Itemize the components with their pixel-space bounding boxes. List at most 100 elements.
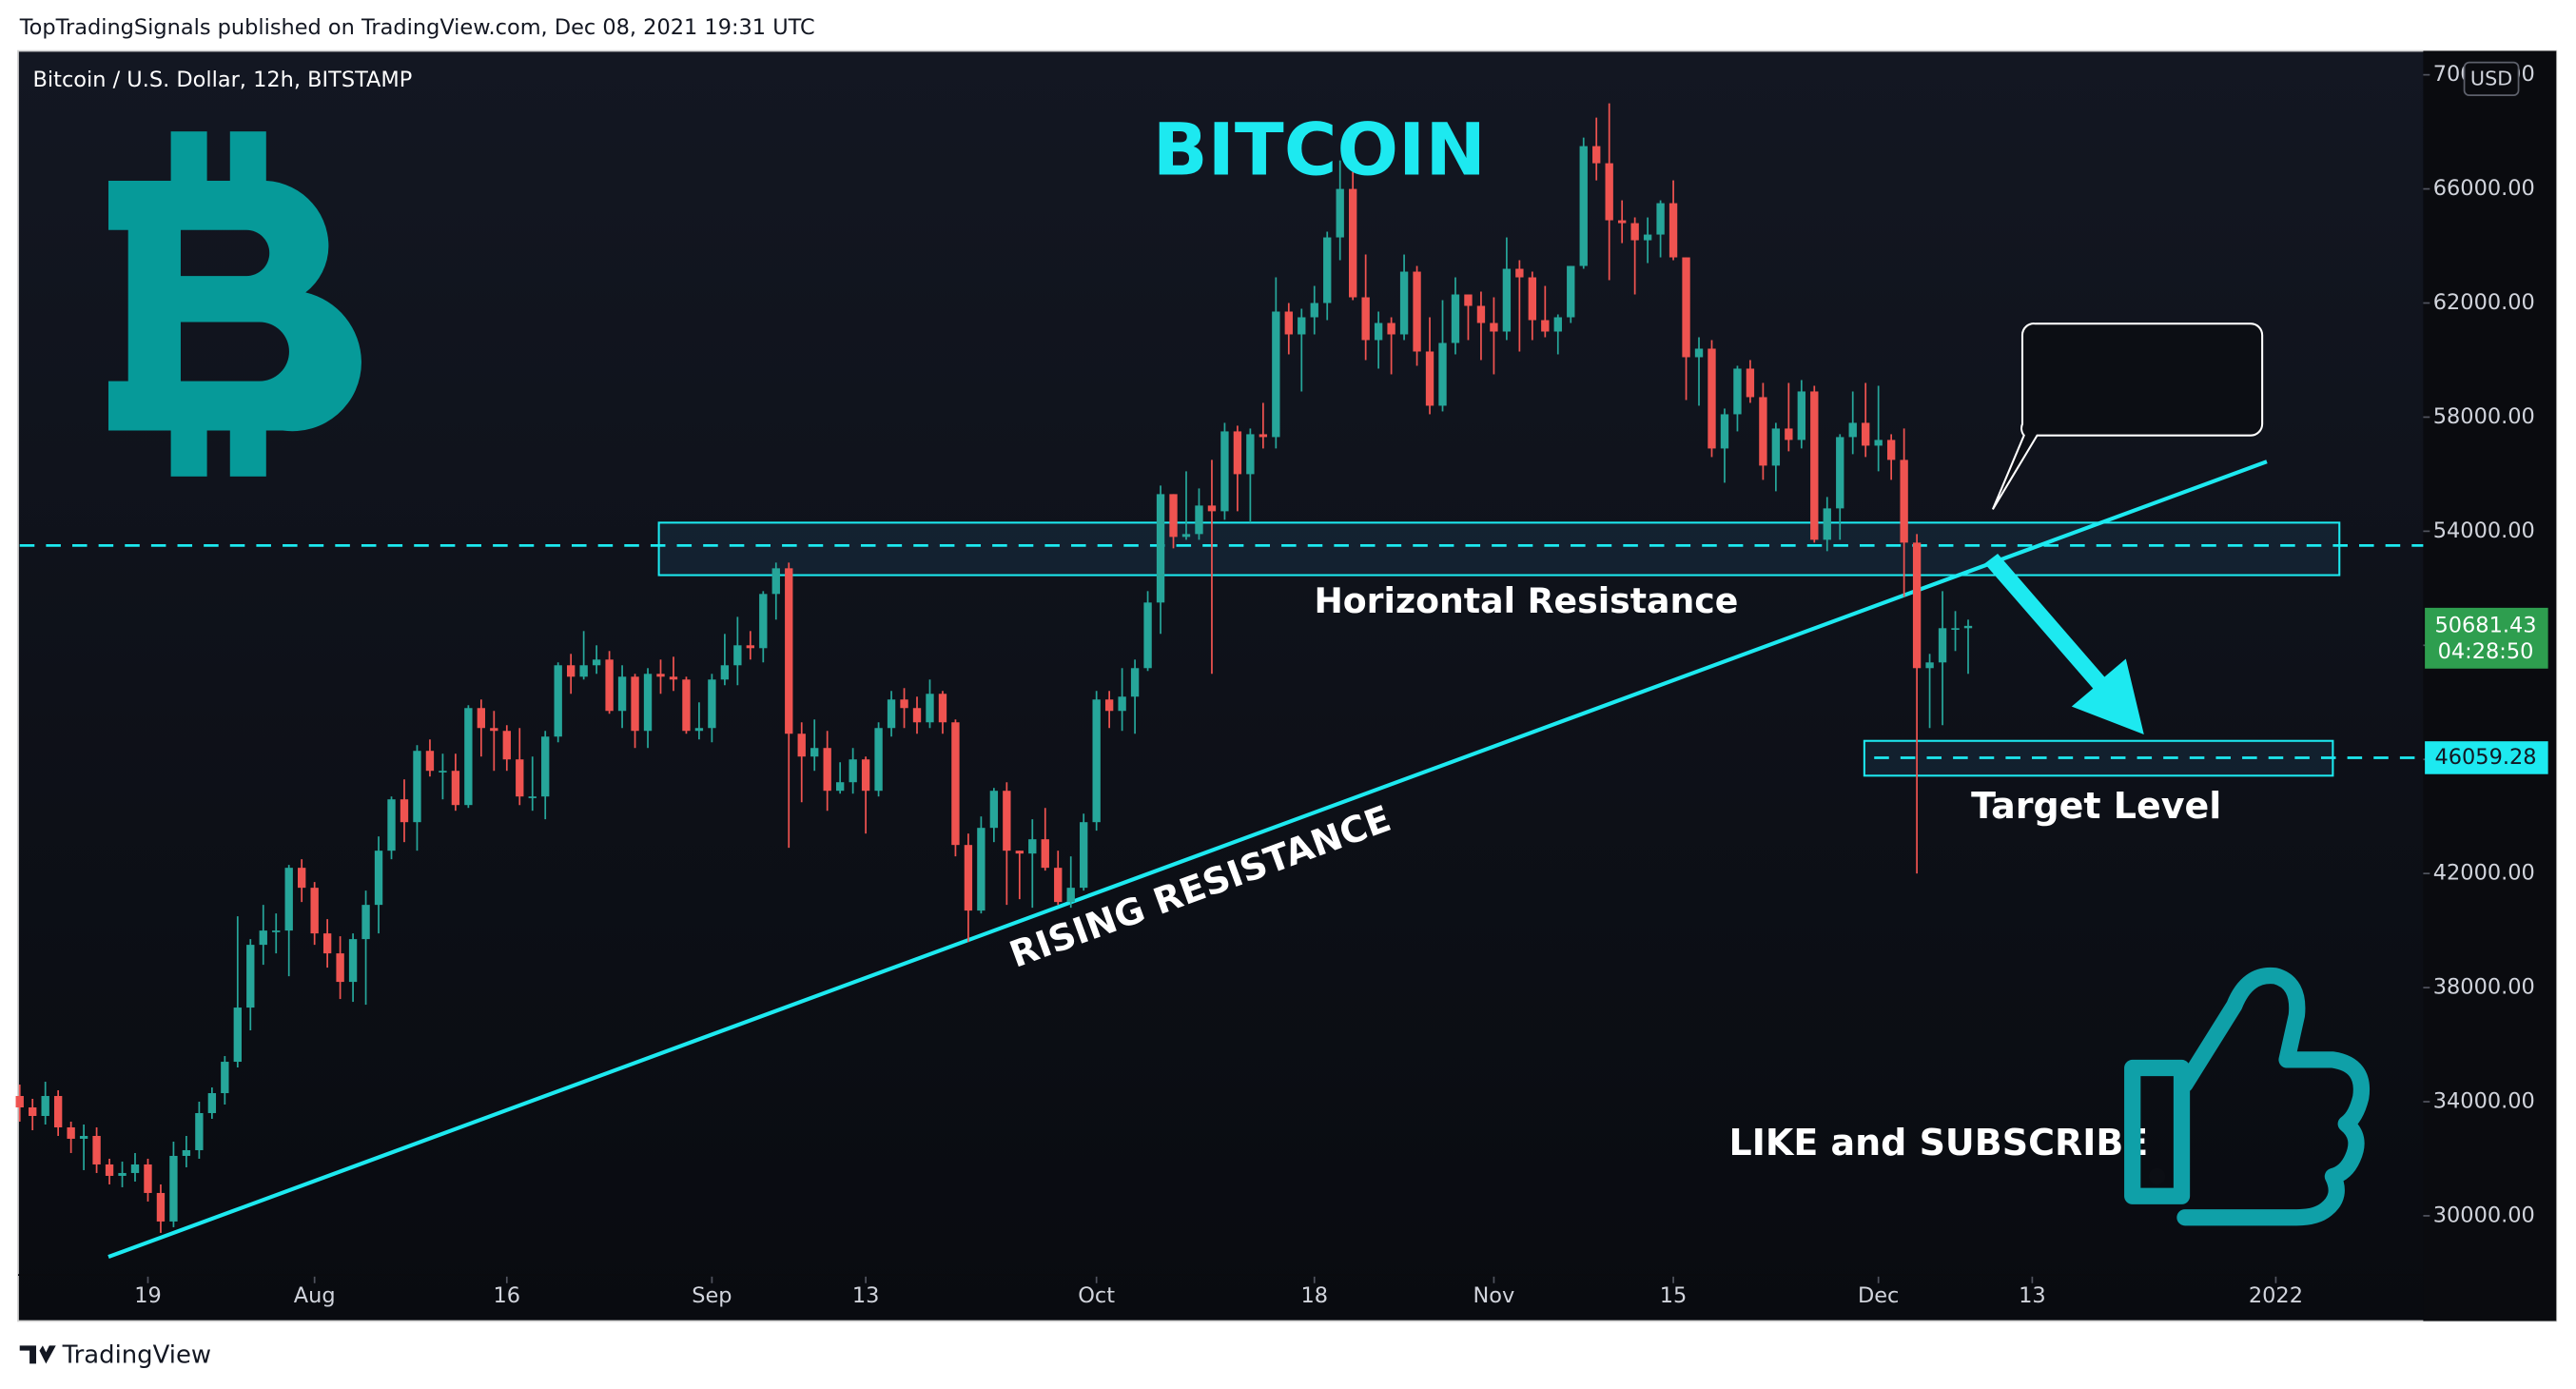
thumbs-dot: [2148, 1167, 2166, 1185]
candle-body: [900, 699, 908, 709]
candle-body: [528, 796, 537, 798]
candle-body: [951, 722, 960, 846]
candle-body: [1080, 822, 1088, 889]
candle-body: [1220, 431, 1229, 512]
candle-body: [195, 1113, 204, 1150]
candle-body: [1567, 265, 1575, 318]
candle-body: [1130, 668, 1140, 697]
x-tick-label: 19: [134, 1283, 162, 1308]
candle-body: [823, 748, 831, 792]
candle-body: [1810, 391, 1819, 540]
candle-body: [1015, 851, 1024, 854]
candle-body: [477, 708, 486, 729]
candle-body: [221, 1062, 229, 1094]
candle-body: [1759, 397, 1767, 466]
candle-body: [617, 676, 627, 712]
candle-body: [348, 939, 358, 983]
candle-body: [1464, 294, 1473, 306]
candle-body: [720, 665, 730, 680]
candle-body: [1528, 277, 1537, 321]
arrow: [1984, 553, 2144, 734]
candle-body: [1874, 440, 1883, 446]
headline: BITCOIN: [1153, 107, 1486, 191]
candle-body: [1862, 422, 1870, 446]
candle-body: [1785, 428, 1793, 440]
candle-body: [1553, 317, 1562, 332]
candle-body: [1104, 699, 1114, 712]
candle-body: [1900, 460, 1908, 543]
candle-body: [1630, 223, 1639, 241]
candle-body: [1797, 391, 1805, 440]
candle-body: [374, 851, 383, 906]
candle-body: [926, 694, 934, 723]
candle-body: [669, 676, 678, 680]
x-tick-label: 16: [494, 1283, 521, 1308]
callout-box: [1991, 323, 2264, 510]
candle-body: [259, 930, 267, 946]
candle-body: [861, 759, 870, 792]
candle-body: [105, 1164, 114, 1176]
candle-body: [130, 1164, 140, 1173]
candle-body: [566, 665, 576, 677]
candle-body: [144, 1164, 152, 1193]
candle-body: [464, 708, 473, 806]
y-tick-label: 42000.00: [2433, 861, 2535, 886]
candle-body: [1925, 662, 1934, 669]
tv-logo: [19, 1345, 56, 1364]
candle-body: [810, 748, 819, 757]
candle-body: [490, 728, 498, 732]
candle-body: [182, 1149, 191, 1156]
candle-body: [1181, 534, 1191, 538]
candle-body: [1438, 342, 1447, 406]
candle-body: [1092, 699, 1101, 823]
candle-body: [1323, 237, 1332, 303]
candle-body: [1746, 368, 1755, 398]
candle-body: [53, 1096, 63, 1127]
candle-body: [29, 1107, 37, 1117]
candle-body: [1617, 220, 1627, 224]
candle-body: [1912, 542, 1922, 669]
x-tick-label: 2022: [2249, 1283, 2303, 1308]
candle-body: [592, 659, 601, 666]
candle-body: [1592, 146, 1601, 164]
target-price-tag: [2425, 741, 2548, 774]
candle-body: [79, 1135, 88, 1139]
candle-body: [387, 799, 396, 851]
target-label: Target Level: [1971, 785, 2221, 827]
candle-body: [516, 759, 524, 797]
candle-body: [989, 791, 999, 829]
candle-body: [1298, 317, 1306, 335]
candle-body: [272, 930, 281, 932]
candle-body: [579, 665, 588, 677]
candle-body: [1156, 494, 1165, 603]
candle-body: [785, 568, 793, 734]
candle-body: [207, 1093, 217, 1114]
candle-body: [246, 945, 255, 1008]
candle-body: [1708, 348, 1716, 449]
candle-body: [1387, 323, 1395, 335]
candle-body: [439, 771, 447, 773]
y-tick-label: 30000.00: [2433, 1203, 2535, 1227]
candle-body: [887, 699, 896, 729]
candle-body: [233, 1008, 242, 1063]
candle-body: [67, 1126, 75, 1139]
candle-body: [1938, 628, 1947, 663]
candle-body: [1028, 839, 1037, 854]
candle-body: [708, 679, 716, 729]
candle-body: [1272, 311, 1280, 438]
candle-body: [298, 868, 306, 889]
zone-label: Horizontal Resistance: [1314, 580, 1738, 621]
x-tick-label: 13: [852, 1283, 880, 1308]
candle-body: [118, 1172, 127, 1176]
candle-body: [1476, 305, 1486, 323]
candle-body: [1195, 505, 1203, 535]
candle-body: [1733, 368, 1742, 415]
candle-body: [1502, 268, 1512, 332]
y-tick-label: 58000.00: [2433, 404, 2535, 429]
target-price-label: 46059.28: [2434, 745, 2536, 770]
candle-body: [1490, 323, 1498, 332]
candle-body: [1963, 625, 1973, 629]
candle-body: [1886, 440, 1896, 460]
candle-body: [1169, 494, 1178, 538]
candle-body: [1003, 791, 1011, 851]
